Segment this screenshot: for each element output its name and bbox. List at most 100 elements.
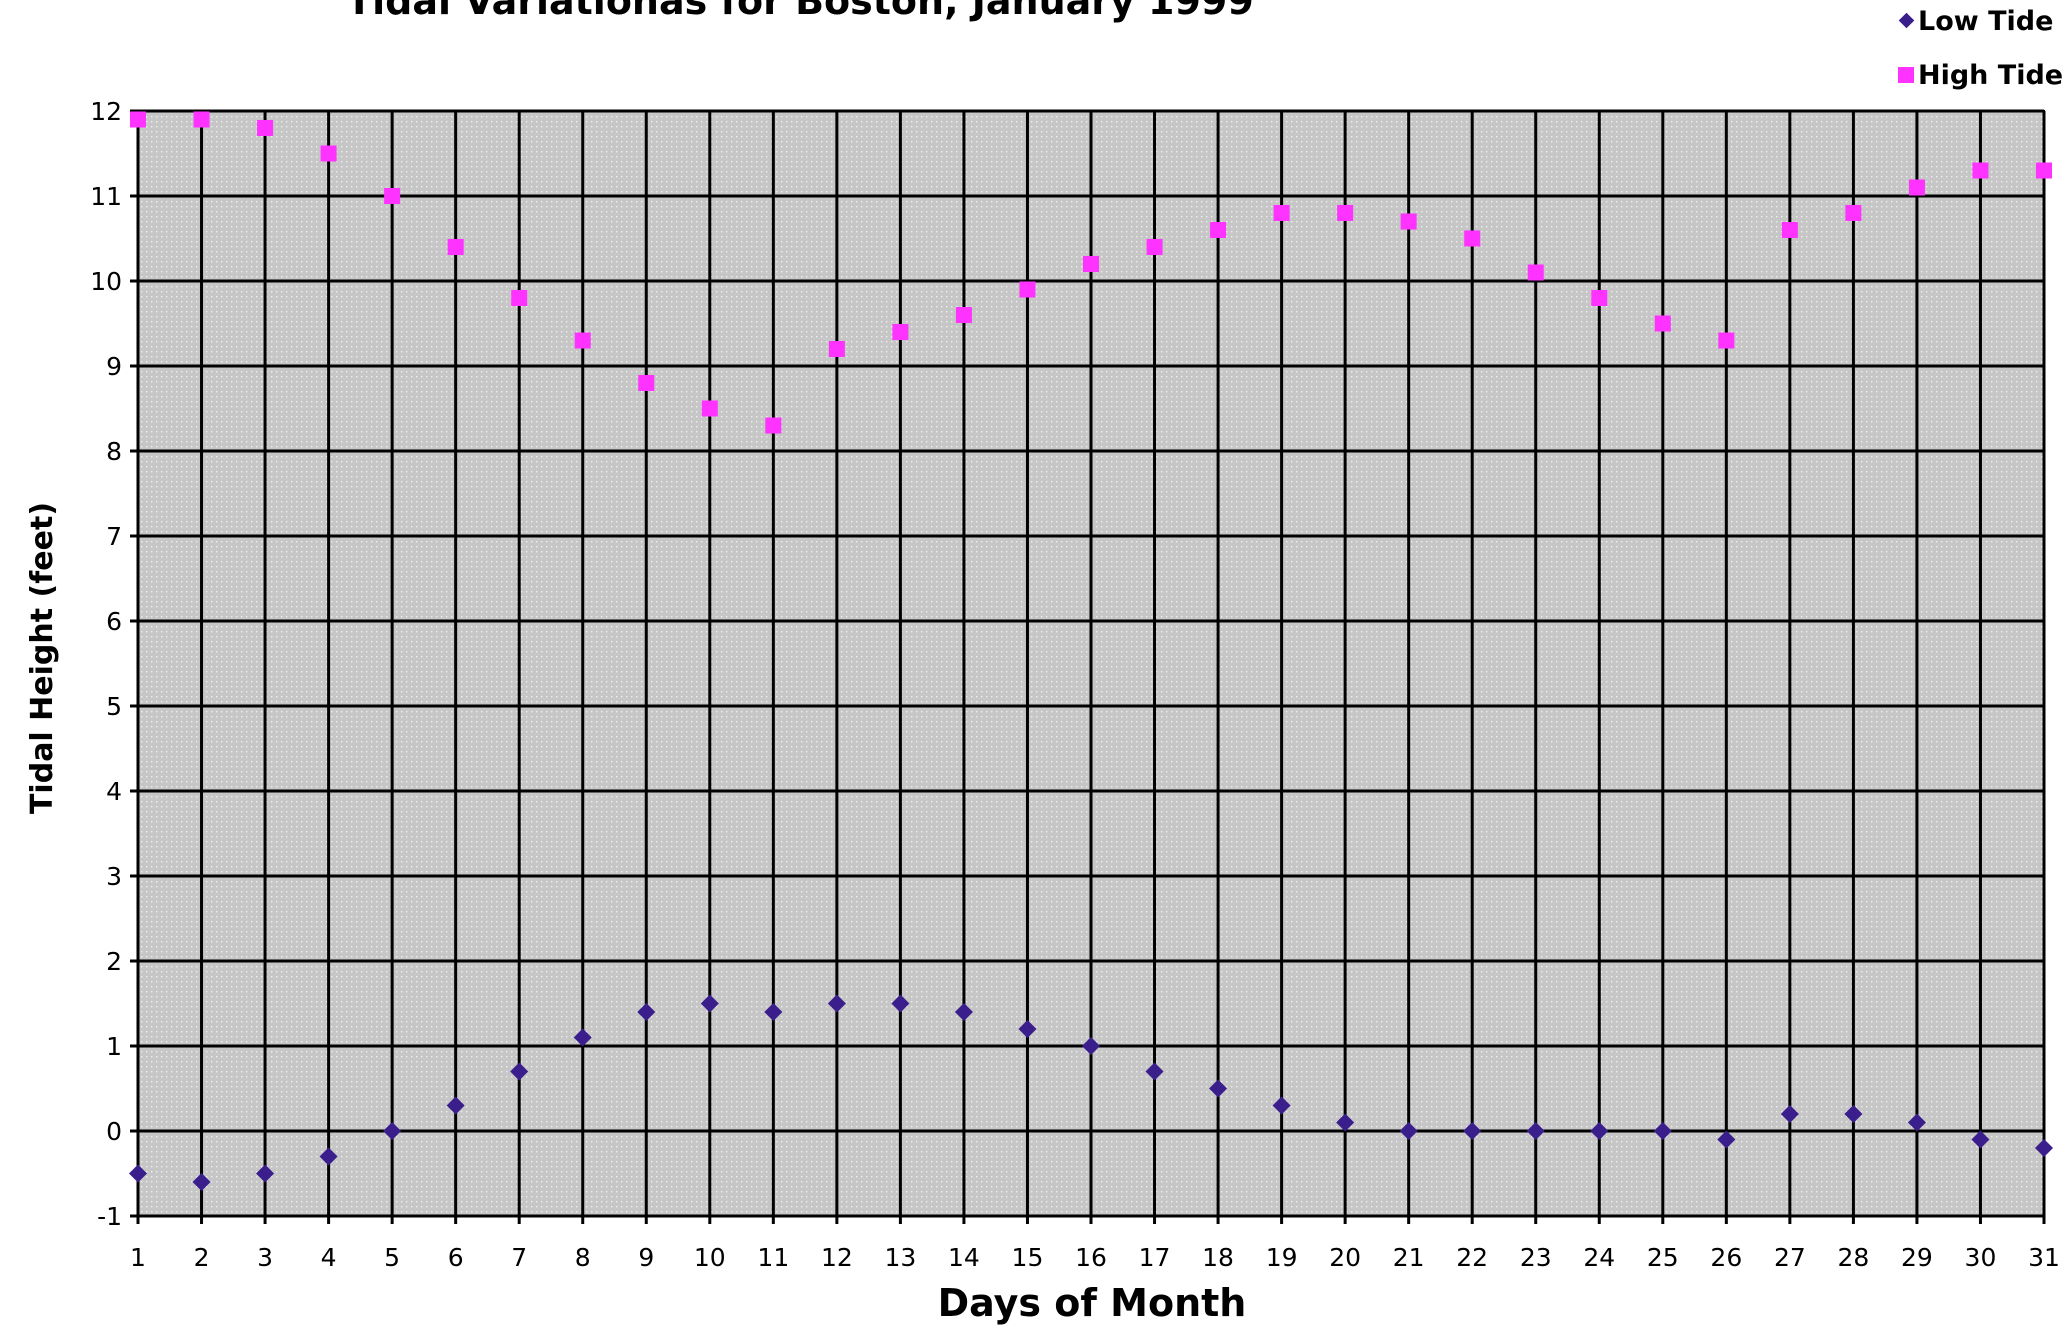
low-tide-point: [573, 1028, 592, 1047]
x-tick-label: 14: [948, 1243, 980, 1272]
low-tide-point: [1844, 1105, 1863, 1123]
x-tick-label: 17: [1139, 1243, 1171, 1272]
low-tide-point: [1590, 1122, 1609, 1140]
high-tide-point: [1781, 222, 1798, 238]
x-tick-label: 15: [1012, 1243, 1044, 1272]
x-tick-label: 4: [321, 1243, 337, 1272]
high-tide-point: [701, 400, 718, 417]
x-tick-label: 28: [1837, 1243, 1869, 1272]
high-tide-point: [1210, 222, 1227, 238]
x-tick-label: 23: [1520, 1243, 1552, 1272]
x-tick-label: 8: [575, 1243, 591, 1272]
high-tide-point: [257, 120, 274, 136]
low-tide-point: [1399, 1122, 1418, 1140]
data-series: [129, 111, 2053, 1191]
x-tick-label: 24: [1583, 1243, 1615, 1272]
x-tick-label: 2: [194, 1243, 210, 1272]
x-tick-label: 30: [1965, 1243, 1997, 1272]
low-tide-point: [1209, 1079, 1228, 1098]
high-tide-point: [638, 375, 655, 391]
low-tide-point: [2035, 1139, 2053, 1157]
x-tick-label: 13: [884, 1243, 916, 1272]
y-tick-label: 9: [106, 352, 122, 381]
x-tick-label: 7: [511, 1243, 527, 1272]
low-tide-point: [1526, 1122, 1545, 1140]
high-tide-point: [1337, 205, 1354, 221]
y-tick-label: 3: [106, 862, 122, 891]
high-tide-point: [193, 111, 210, 128]
y-tick-label: 2: [106, 947, 122, 976]
series-high-tide: [130, 111, 2052, 434]
x-tick-label: 25: [1647, 1243, 1679, 1272]
low-tide-point: [827, 994, 846, 1013]
high-tide-point: [320, 145, 337, 162]
series-low-tide: [129, 994, 2053, 1191]
high-tide-point: [892, 324, 909, 340]
y-tick-label: 1: [106, 1032, 122, 1061]
high-tide-point: [511, 290, 528, 306]
high-tide-point: [1718, 332, 1735, 349]
high-tide-point: [1972, 162, 1989, 179]
high-tide-point: [1019, 281, 1036, 298]
legend-label-high-tide: High Tide: [1918, 60, 2063, 91]
x-tick-label: 1: [130, 1243, 146, 1272]
high-tide-point: [1591, 290, 1608, 306]
high-tide-point: [1273, 205, 1290, 221]
x-tick-label: 3: [257, 1243, 273, 1272]
low-tide-point: [1336, 1113, 1355, 1132]
x-tick-label: 5: [384, 1243, 400, 1272]
y-axis-title: Tidal Height (feet): [25, 502, 60, 814]
legend-marker-high-tide: [1898, 67, 1914, 83]
high-tide-point: [574, 332, 591, 349]
x-tick-label: 10: [694, 1243, 726, 1272]
high-tide-point: [130, 111, 146, 128]
low-tide-point: [192, 1173, 211, 1191]
plot-border: [137, 110, 2045, 1217]
low-tide-point: [891, 994, 910, 1013]
x-axis-title: Days of Month: [938, 1281, 1247, 1325]
x-tick-label: 29: [1901, 1243, 1933, 1272]
high-tide-point: [1464, 230, 1481, 247]
high-tide-point: [828, 341, 845, 357]
high-tide-point: [384, 188, 401, 204]
x-tick-label: 22: [1456, 1243, 1488, 1272]
y-tick-label: 4: [106, 777, 122, 806]
low-tide-point: [1145, 1062, 1164, 1081]
high-tide-point: [1146, 239, 1163, 255]
high-tide-point: [1400, 213, 1417, 230]
high-tide-point: [765, 417, 782, 434]
legend-item-high-tide: High Tide: [1898, 60, 2063, 91]
y-tick-label: 7: [106, 522, 122, 551]
low-tide-point: [637, 1003, 656, 1021]
high-tide-point: [1908, 179, 1925, 196]
y-tick-label: 12: [90, 97, 122, 126]
high-tide-point: [1083, 256, 1099, 272]
low-tide-point: [319, 1147, 338, 1166]
low-tide-point: [1272, 1096, 1291, 1115]
x-axis-ticks: 1 2 3 4 5 6 7 8 9 10 11 12 13 14 15 16 17 18 19 20 21 22 23 24 2…: [130, 1243, 2060, 1272]
y-tick-label: 6: [106, 607, 122, 636]
high-tide-point: [447, 239, 464, 255]
low-tide-point: [1653, 1122, 1672, 1140]
high-tide-point: [2036, 162, 2052, 179]
x-tick-label: 9: [638, 1243, 654, 1272]
x-tick-label: 6: [448, 1243, 464, 1272]
low-tide-point: [446, 1096, 465, 1115]
low-tide-point: [256, 1164, 275, 1183]
y-tick-label: 10: [90, 267, 122, 296]
low-tide-point: [1907, 1113, 1926, 1132]
high-tide-point: [1845, 205, 1862, 221]
low-tide-point: [1717, 1130, 1736, 1149]
x-tick-label: 12: [821, 1243, 853, 1272]
x-tick-label: 16: [1075, 1243, 1107, 1272]
low-tide-point: [700, 994, 719, 1013]
x-tick-label: 26: [1710, 1243, 1742, 1272]
x-tick-label: 18: [1202, 1243, 1234, 1272]
y-tick-label: -1: [97, 1202, 122, 1231]
low-tide-point: [510, 1062, 529, 1081]
x-tick-label: 21: [1393, 1243, 1425, 1272]
low-tide-point: [954, 1003, 973, 1021]
y-tick-label: 0: [106, 1117, 122, 1146]
